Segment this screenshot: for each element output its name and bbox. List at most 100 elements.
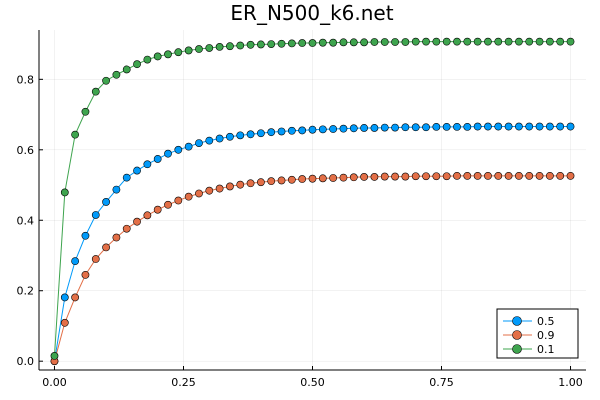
data-point: [525, 171, 534, 180]
data-point: [226, 132, 234, 141]
data-point: [463, 37, 472, 46]
data-point: [122, 224, 131, 233]
data-point: [226, 42, 234, 51]
data-point: [153, 52, 162, 61]
data-point: [246, 130, 255, 139]
data-point: [566, 37, 575, 46]
data-point: [102, 243, 110, 252]
data-point: [504, 171, 513, 180]
data-point: [339, 173, 348, 182]
data-point: [318, 125, 327, 134]
data-point: [494, 171, 503, 180]
data-point: [411, 172, 420, 181]
data-point: [473, 122, 482, 131]
data-point: [535, 37, 544, 46]
x-tick-label: 0.00: [42, 376, 67, 389]
data-point: [391, 172, 399, 181]
data-point: [236, 131, 245, 140]
series-layer: [50, 37, 575, 366]
data-point: [349, 38, 358, 47]
data-point: [515, 171, 523, 180]
data-point: [473, 171, 482, 180]
data-point: [504, 122, 513, 131]
legend-label: 0.1: [537, 343, 555, 356]
data-point: [236, 180, 245, 189]
data-point: [143, 55, 152, 64]
data-point: [391, 123, 399, 132]
data-point: [133, 166, 141, 175]
x-tick-label: 0.75: [429, 376, 454, 389]
data-point: [102, 198, 110, 206]
data-point: [298, 126, 307, 135]
data-point: [556, 122, 565, 131]
data-point: [329, 38, 338, 47]
data-point: [226, 182, 234, 191]
data-point: [504, 37, 513, 46]
data-point: [71, 293, 80, 302]
data-point: [102, 76, 110, 85]
data-point: [411, 37, 420, 46]
y-tick-label: 0.8: [17, 73, 35, 86]
data-point: [525, 37, 534, 46]
legend: 0.50.90.1: [496, 308, 579, 359]
data-point: [287, 39, 296, 48]
data-point: [236, 41, 245, 50]
data-point: [81, 231, 90, 240]
data-point: [360, 38, 369, 47]
data-point: [515, 122, 523, 131]
data-point: [453, 171, 461, 180]
data-point: [277, 39, 286, 48]
data-point: [205, 186, 214, 195]
legend-item: 0.1: [503, 343, 555, 356]
data-point: [360, 173, 369, 181]
data-point: [298, 175, 307, 183]
y-tick-label: 0.2: [17, 285, 35, 298]
data-point: [205, 136, 214, 145]
data-point: [545, 37, 554, 46]
data-point: [256, 40, 265, 49]
data-point: [174, 196, 183, 205]
data-point: [153, 155, 162, 163]
data-point: [339, 38, 348, 47]
data-point: [246, 179, 255, 188]
data-point: [91, 211, 100, 219]
data-point: [525, 122, 534, 131]
legend-marker: [512, 344, 522, 354]
y-tick-label: 0.0: [17, 355, 35, 368]
data-point: [174, 145, 183, 154]
data-point: [215, 43, 224, 51]
y-tick-label: 0.6: [17, 144, 35, 157]
data-point: [329, 174, 338, 182]
data-point: [453, 37, 461, 46]
data-point: [545, 122, 554, 131]
data-point: [256, 129, 265, 138]
data-point: [422, 37, 430, 46]
series-0.1: [50, 37, 575, 360]
chart-title: ER_N500_k6.net: [230, 1, 393, 25]
data-point: [442, 122, 451, 131]
data-point: [545, 171, 554, 180]
data-point: [422, 123, 430, 132]
data-point: [215, 184, 224, 193]
data-point: [184, 142, 193, 151]
data-point: [153, 205, 162, 214]
data-point: [391, 38, 399, 46]
data-point: [277, 127, 286, 136]
data-point: [484, 171, 492, 180]
data-point: [380, 123, 389, 132]
data-point: [215, 134, 224, 143]
data-point: [60, 318, 69, 327]
grid: [39, 30, 586, 370]
data-point: [535, 122, 544, 131]
data-point: [195, 45, 203, 53]
data-point: [246, 40, 255, 49]
data-point: [360, 124, 369, 132]
data-point: [184, 192, 193, 201]
data-point: [308, 39, 317, 47]
data-point: [81, 107, 90, 116]
data-point: [318, 38, 327, 47]
x-tick-label: 0.25: [171, 376, 196, 389]
data-point: [60, 188, 69, 197]
data-point: [71, 130, 80, 139]
